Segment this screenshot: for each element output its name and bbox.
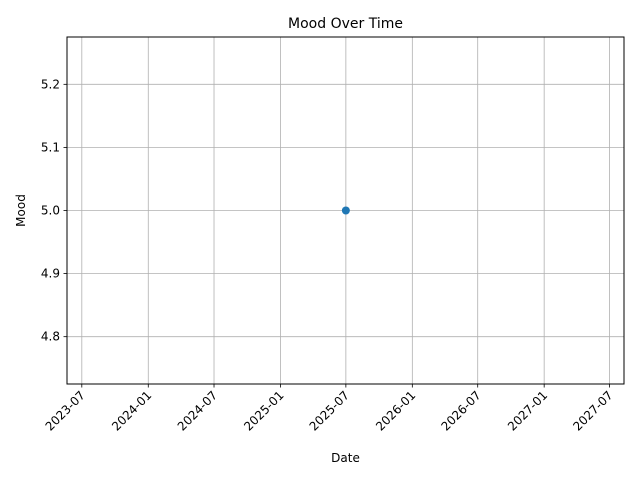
y-tick-label: 5.0 (41, 204, 60, 218)
y-tick-label: 4.8 (41, 330, 60, 344)
grid (67, 37, 624, 384)
y-axis: 4.8 4.9 5.0 5.1 5.2 (41, 77, 67, 344)
y-tick-label: 5.2 (41, 77, 60, 91)
y-tick-label: 5.1 (41, 140, 60, 154)
data-points (341, 206, 350, 215)
x-axis-label: Date (331, 451, 360, 465)
y-axis-label: Mood (14, 194, 28, 227)
chart-title: Mood Over Time (288, 16, 403, 32)
y-tick-label: 4.9 (41, 267, 60, 281)
data-point (341, 206, 350, 215)
